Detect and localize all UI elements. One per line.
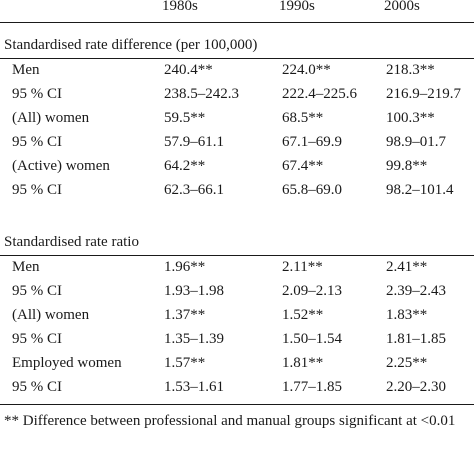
section-title-rate-difference: Standardised rate difference (per 100,00…	[4, 37, 258, 53]
row-label: 95 % CI	[12, 134, 62, 150]
cell-2000s: 2.20–2.30	[386, 379, 446, 395]
row-label: Employed women	[12, 355, 122, 371]
row-label: Men	[12, 62, 40, 78]
cell-2000s: 98.9–01.7	[386, 134, 446, 150]
table-footnote: ** Difference between professional and m…	[4, 413, 456, 429]
section-rule-rate-ratio	[0, 255, 474, 256]
cell-1980s: 1.93–1.98	[164, 283, 224, 299]
table-row: Men 240.4** 224.0** 218.3**	[0, 58, 474, 82]
cell-1980s: 238.5–242.3	[164, 86, 239, 102]
cell-1990s: 1.52**	[282, 307, 324, 323]
table-row: 95 % CI 1.93–1.98 2.09–2.13 2.39–2.43	[0, 279, 474, 303]
cell-1990s: 224.0**	[282, 62, 331, 78]
cell-1980s: 1.96**	[164, 259, 206, 275]
table-row: Employed women 1.57** 1.81** 2.25**	[0, 351, 474, 375]
cell-2000s: 218.3**	[386, 62, 435, 78]
section-rule-rate-difference	[0, 58, 474, 59]
table-row: (All) women 1.37** 1.52** 1.83**	[0, 303, 474, 327]
row-label: (All) women	[12, 110, 90, 126]
cell-1980s: 1.37**	[164, 307, 206, 323]
cell-1990s: 67.4**	[282, 158, 324, 174]
row-label: Men	[12, 259, 40, 275]
table-row: 95 % CI 62.3–66.1 65.8–69.0 98.2–101.4	[0, 178, 474, 202]
column-header-1980s: 1980s	[162, 0, 198, 14]
cell-1980s: 240.4**	[164, 62, 213, 78]
row-label: 95 % CI	[12, 379, 62, 395]
cell-1990s: 65.8–69.0	[282, 182, 342, 198]
row-label: 95 % CI	[12, 331, 62, 347]
cell-2000s: 1.83**	[386, 307, 428, 323]
column-header-2000s: 2000s	[384, 0, 420, 14]
cell-1980s: 59.5**	[164, 110, 206, 126]
section-title-rate-ratio: Standardised rate ratio	[4, 234, 139, 250]
row-label: 95 % CI	[12, 86, 62, 102]
table-row: (Active) women 64.2** 67.4** 99.8**	[0, 154, 474, 178]
cell-1990s: 68.5**	[282, 110, 324, 126]
cell-2000s: 2.41**	[386, 259, 428, 275]
cell-2000s: 98.2–101.4	[386, 182, 454, 198]
cell-2000s: 216.9–219.7	[386, 86, 461, 102]
table-row: 95 % CI 238.5–242.3 222.4–225.6 216.9–21…	[0, 82, 474, 106]
row-label: (Active) women	[12, 158, 110, 174]
cell-1980s: 1.57**	[164, 355, 206, 371]
cell-2000s: 100.3**	[386, 110, 435, 126]
cell-2000s: 99.8**	[386, 158, 428, 174]
table-row: (All) women 59.5** 68.5** 100.3**	[0, 106, 474, 130]
cell-1980s: 64.2**	[164, 158, 206, 174]
cell-2000s: 2.39–2.43	[386, 283, 446, 299]
cell-1990s: 67.1–69.9	[282, 134, 342, 150]
cell-1990s: 2.11**	[282, 259, 323, 275]
header-rule	[0, 22, 474, 23]
row-label: 95 % CI	[12, 182, 62, 198]
cell-1990s: 1.77–1.85	[282, 379, 342, 395]
cell-1990s: 2.09–2.13	[282, 283, 342, 299]
table-bottom-rule	[0, 404, 474, 405]
column-header-1990s: 1990s	[279, 0, 315, 14]
cell-2000s: 2.25**	[386, 355, 428, 371]
table-row: 95 % CI 1.35–1.39 1.50–1.54 1.81–1.85	[0, 327, 474, 351]
table-row: 95 % CI 1.53–1.61 1.77–1.85 2.20–2.30	[0, 375, 474, 399]
table-row: Men 1.96** 2.11** 2.41**	[0, 255, 474, 279]
row-label: (All) women	[12, 307, 90, 323]
cell-1990s: 222.4–225.6	[282, 86, 357, 102]
cell-1980s: 62.3–66.1	[164, 182, 224, 198]
cell-1980s: 57.9–61.1	[164, 134, 224, 150]
cell-1980s: 1.53–1.61	[164, 379, 224, 395]
cell-1990s: 1.50–1.54	[282, 331, 342, 347]
cell-1980s: 1.35–1.39	[164, 331, 224, 347]
cell-1990s: 1.81**	[282, 355, 324, 371]
cell-2000s: 1.81–1.85	[386, 331, 446, 347]
table-row: 95 % CI 57.9–61.1 67.1–69.9 98.9–01.7	[0, 130, 474, 154]
row-label: 95 % CI	[12, 283, 62, 299]
